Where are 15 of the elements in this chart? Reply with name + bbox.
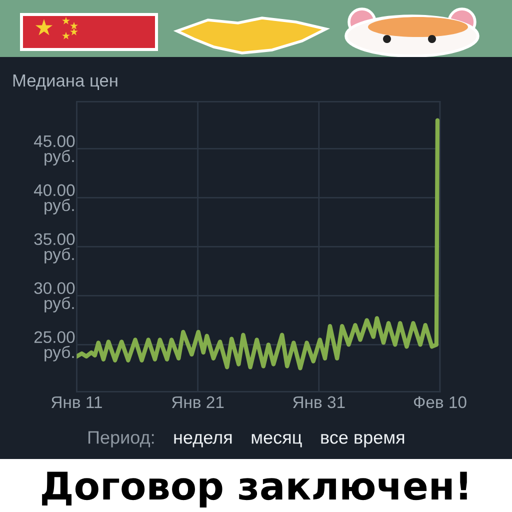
y-tick-label: 30.00 руб.: [34, 282, 75, 312]
x-tick-label: Янв 31: [293, 396, 345, 408]
text: Договор заключен!: [42, 472, 467, 508]
text: неделя: [174, 434, 232, 448]
x-tick-label: Фев 10: [414, 396, 466, 408]
y-tick-label: 35.00 руб.: [34, 233, 75, 264]
chart-title: Медиана цен: [13, 74, 118, 90]
x-tick-label: Янв 11: [51, 396, 102, 408]
text: Период:: [88, 431, 154, 448]
y-tick-label: 45.00 руб.: [34, 135, 75, 166]
text: все время: [321, 434, 404, 448]
x-tick-label: Янв 21: [172, 396, 224, 408]
text: месяц: [252, 434, 302, 448]
y-tick-label: 40.00 руб.: [34, 184, 75, 214]
y-tick-label: 25.00 руб.: [34, 331, 75, 362]
